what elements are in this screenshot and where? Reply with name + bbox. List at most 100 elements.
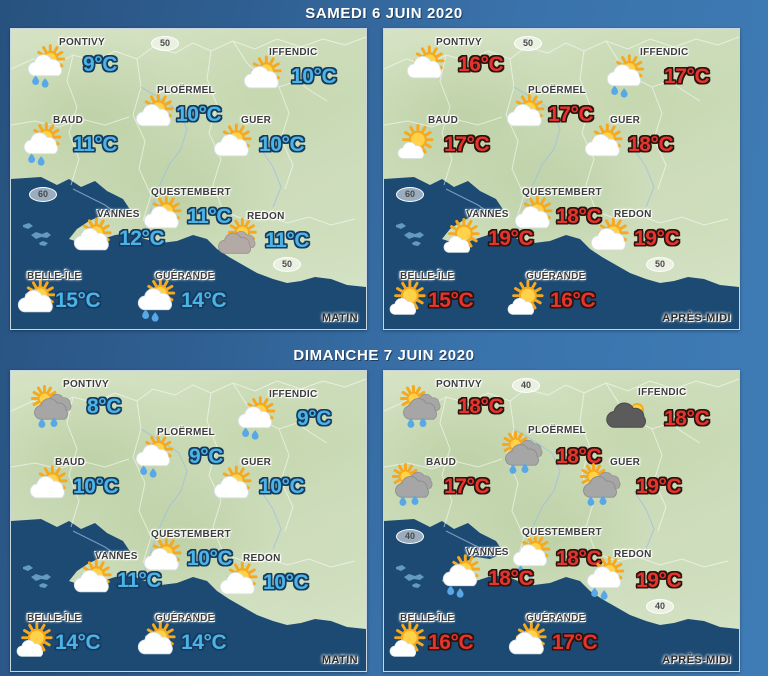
weather-icon-sun-cloud-rain	[23, 44, 69, 88]
road-badge: 50	[273, 257, 301, 272]
weather-icon-sun-small-cloud	[504, 279, 550, 319]
temperature-value: 19°C	[636, 569, 682, 592]
weather-icon-sun-cloud-rain	[602, 54, 648, 98]
weather-icon-grey-cloud-rain	[579, 462, 626, 506]
city-name-label: GUÉRANDE	[526, 271, 586, 282]
weather-icon-sun-small-cloud	[386, 621, 432, 661]
temperature-value: 10°C	[291, 65, 337, 88]
temperature-value: 10°C	[73, 475, 119, 498]
temperature-value: 9°C	[189, 445, 224, 468]
road-badge: 40	[512, 378, 540, 393]
city-name-label: PONTIVY	[63, 379, 109, 390]
weather-icon-sun-cloud-rain	[508, 534, 554, 578]
moment-label: MATIN	[321, 654, 358, 666]
moment-label: MATIN	[321, 312, 358, 324]
weather-icon-sun-cloud	[510, 195, 556, 235]
weather-icon-sun-cloud	[402, 45, 448, 85]
city-name-label: BAUD	[55, 457, 86, 468]
temperature-value: 11°C	[117, 569, 162, 592]
weather-icon-sun-cloud-rain	[233, 396, 279, 440]
temperature-value: 18°C	[556, 445, 602, 468]
city-name-label: QUESTEMBERT	[151, 529, 231, 540]
city-name-label: GUÉRANDE	[526, 613, 586, 624]
city-name-label: PLOËRMEL	[528, 425, 586, 436]
weather-icon-fog	[215, 217, 261, 259]
day-title-dimanche: DIMANCHE 7 JUIN 2020	[293, 347, 475, 364]
weather-icon-sun-small-cloud	[394, 123, 440, 163]
city-name-label: GUER	[610, 457, 641, 468]
city-name-label: PLOËRMEL	[157, 427, 215, 438]
weather-icon-sun-cloud-rain	[438, 554, 484, 598]
temperature-value: 18°C	[458, 395, 504, 418]
temperature-value: 10°C	[187, 547, 233, 570]
city-name-label: QUESTEMBERT	[522, 187, 602, 198]
city-name-label: GUÉRANDE	[155, 271, 215, 282]
city-name-label: IFFENDIC	[269, 389, 318, 400]
temperature-value: 17°C	[444, 133, 490, 156]
temperature-value: 10°C	[176, 103, 222, 126]
weather-icon-sun-cloud	[239, 55, 285, 95]
map-background	[11, 29, 366, 329]
temperature-value: 16°C	[550, 289, 596, 312]
city-name-label: PONTIVY	[436, 37, 482, 48]
temperature-value: 10°C	[259, 133, 305, 156]
map-background	[384, 29, 739, 329]
temperature-value: 19°C	[488, 227, 534, 250]
weather-icon-sun-cloud	[209, 465, 255, 505]
temperature-value: 11°C	[187, 205, 232, 228]
weather-icon-sun-cloud	[133, 621, 179, 661]
temperature-value: 12°C	[119, 227, 165, 250]
road-badge: 40	[396, 529, 424, 544]
weather-icon-sun-cloud	[131, 93, 177, 133]
weather-icon-sun-cloud-rain	[19, 122, 65, 166]
city-name-label: BAUD	[53, 115, 84, 126]
weather-icon-sun-small-cloud	[440, 217, 486, 257]
map-background	[384, 371, 739, 671]
city-name-label: BAUD	[428, 115, 459, 126]
weather-icon-sun-cloud	[69, 559, 115, 599]
temperature-value: 10°C	[263, 571, 309, 594]
city-name-label: VANNES	[95, 551, 138, 562]
road-badge: 50	[514, 36, 542, 51]
weather-icon-grey-cloud-rain	[391, 462, 438, 506]
city-name-label: VANNES	[97, 209, 140, 220]
city-name-label: REDON	[614, 209, 652, 220]
temperature-value: 18°C	[556, 205, 602, 228]
weather-icon-sun-cloud	[139, 195, 185, 235]
city-name-label: BAUD	[426, 457, 457, 468]
road-badge: 50	[151, 36, 179, 51]
city-name-label: GUER	[241, 457, 272, 468]
temperature-value: 15°C	[55, 289, 101, 312]
city-name-label: GUER	[610, 115, 641, 126]
temperature-value: 11°C	[265, 229, 310, 252]
city-name-label: QUESTEMBERT	[151, 187, 231, 198]
map-panel-dimanche-matin[interactable]: PONTIVY 8°C IFFENDIC 9°C PLOËRMEL 9°C GUER 1…	[10, 370, 367, 672]
temperature-value: 17°C	[548, 103, 594, 126]
weather-icon-sun-small-cloud	[386, 279, 432, 319]
temperature-value: 10°C	[259, 475, 305, 498]
temperature-value: 17°C	[664, 65, 710, 88]
temperature-value: 11°C	[73, 133, 118, 156]
city-name-label: PONTIVY	[436, 379, 482, 390]
city-name-label: IFFENDIC	[269, 47, 318, 58]
temperature-value: 14°C	[181, 289, 227, 312]
map-panel-samedi-apres-midi[interactable]: 50 60 50 PONTIVY 16°C IFFENDIC 17°C PLOËRMEL…	[383, 28, 740, 330]
weather-icon-sun-cloud	[215, 561, 261, 601]
temperature-value: 9°C	[83, 53, 118, 76]
temperature-value: 17°C	[444, 475, 490, 498]
moment-label: APRÈS-MIDI	[662, 654, 731, 666]
department-borders	[11, 29, 366, 329]
weather-icon-overcast-dark	[602, 397, 648, 435]
city-name-label: BELLE-ÎLE	[400, 271, 455, 282]
road-badge: 40	[646, 599, 674, 614]
weather-icon-sun-cloud	[13, 279, 59, 319]
temperature-value: 16°C	[458, 53, 504, 76]
day-title-samedi: SAMEDI 6 JUIN 2020	[305, 5, 463, 22]
weather-icon-sun-cloud	[502, 93, 548, 133]
map-panel-samedi-matin[interactable]: 50 60 50 PONTIVY 9°C IFFENDIC 10°C PLOËRMEL 1…	[10, 28, 367, 330]
map-background	[11, 371, 366, 671]
map-panel-dimanche-apres-midi[interactable]: 40 40 40 PONTIVY 18°C IFFENDIC 18°C PLOËRMEL…	[383, 370, 740, 672]
temperature-value: 14°C	[55, 631, 101, 654]
weather-icon-sun-cloud-rain	[133, 278, 179, 322]
